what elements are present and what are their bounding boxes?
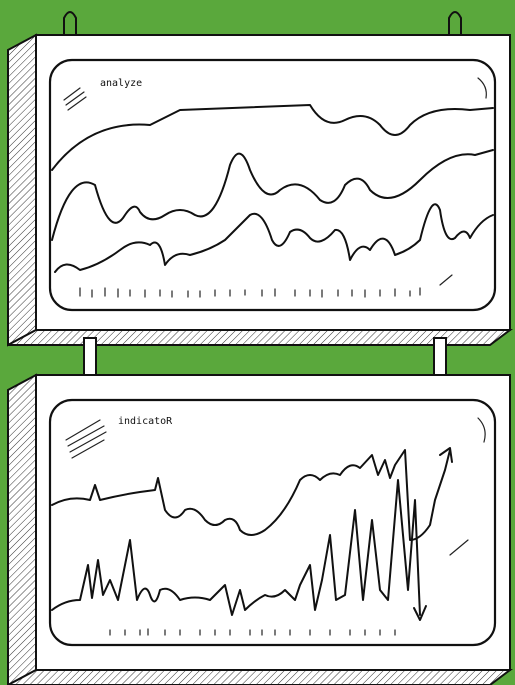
board-indicator: indicatoR (7, 373, 513, 685)
board-label: analyze (100, 78, 142, 89)
posts-top (63, 11, 462, 38)
board-label: indicatoR (118, 416, 173, 427)
board-analyze: analyze (7, 33, 513, 347)
